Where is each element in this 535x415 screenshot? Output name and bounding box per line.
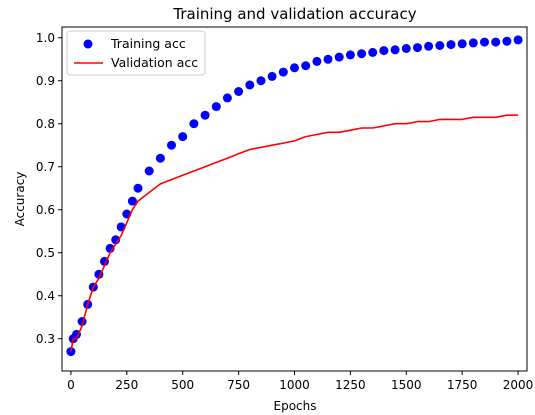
training-point [127,196,137,206]
y-axis-label: Accuracy [13,172,27,227]
y-tick-label: 0.9 [36,74,55,88]
legend: Training acc Validation acc [66,30,206,76]
training-point [401,44,411,53]
training-point [357,49,367,59]
training-point [334,52,344,62]
training-point [301,61,311,71]
training-point [457,39,467,49]
training-point [234,87,244,96]
y-tick-label: 1.0 [36,31,55,45]
training-point [413,43,422,53]
chart-title: Training and validation accuracy [172,5,416,23]
training-point [323,54,333,64]
training-point [290,63,299,73]
training-point [435,41,445,50]
y-tick-label: 0.7 [36,160,55,174]
legend-label-training: Training acc [110,36,186,51]
legend-frame [66,30,206,76]
training-point [178,132,188,142]
y-tick-label: 0.4 [36,289,55,303]
y-tick-label: 0.6 [36,203,55,217]
x-tick-label: 2000 [503,378,534,392]
training-point [155,153,165,163]
training-point [189,119,199,129]
x-tick-label: 250 [115,378,138,392]
training-point [312,56,322,66]
legend-marker-training [83,39,93,49]
training-point [379,46,389,56]
training-point [424,41,434,51]
training-point [222,93,232,103]
y-tick-label: 0.8 [36,117,55,131]
training-point [267,71,277,81]
training-point [245,80,255,90]
training-point [211,102,221,112]
training-point [133,183,143,193]
y-tick-label: 0.3 [36,332,55,346]
training-point [491,37,501,47]
x-tick-label: 0 [67,378,75,392]
training-point [200,110,210,120]
training-point [468,38,478,48]
plot-area [66,35,523,357]
training-point [480,37,489,47]
training-point [502,36,512,46]
y-tick-label: 0.5 [36,246,55,260]
training-point [144,166,154,176]
axes: 0 250 500 750 1000 1250 1500 1750 2000 0.3 0.4 0.5 0… [36,26,534,392]
x-axis-label: Epochs [274,399,317,413]
training-point [368,47,378,57]
x-tick-label: 1250 [335,378,366,392]
training-point [167,140,176,150]
x-tick-label: 1750 [447,378,478,392]
training-point [345,50,355,60]
training-point [256,76,266,86]
training-point [390,45,400,55]
training-point [278,67,288,77]
training-point [446,40,456,50]
x-tick-label: 1500 [391,378,422,392]
validation-line [70,114,519,352]
x-tick-label: 750 [227,378,250,392]
x-tick-label: 500 [171,378,194,392]
training-point [513,35,523,45]
x-tick-label: 1000 [279,378,310,392]
legend-label-validation: Validation acc [111,55,198,70]
